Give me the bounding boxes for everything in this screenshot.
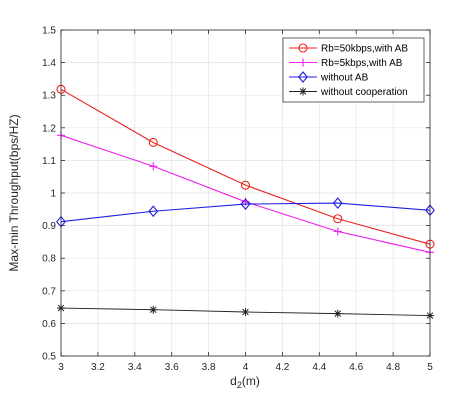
- x-tick-label: 4.6: [349, 362, 363, 373]
- x-tick-label: 3.2: [91, 362, 105, 373]
- legend-label: without AB: [320, 73, 369, 84]
- legend-entry: Rb=50kbps,with AB: [289, 43, 408, 55]
- legend-label: Rb=50kbps,with AB: [321, 44, 408, 55]
- x-tick-label: 4.2: [275, 362, 289, 373]
- legend-marker: [299, 87, 307, 96]
- y-tick-label: 0.9: [42, 221, 56, 232]
- data-point: [333, 309, 342, 318]
- x-tick-label: 3: [58, 362, 64, 373]
- data-point: [240, 180, 251, 190]
- x-axis-label: d2(m): [230, 374, 260, 390]
- data-point: [149, 305, 158, 314]
- data-point: [333, 214, 343, 224]
- data-point: [241, 307, 250, 316]
- legend-label: without cooperation: [320, 87, 408, 98]
- series-layer: [56, 84, 435, 320]
- y-tick-label: 1.3: [42, 91, 56, 102]
- legend-label: Rb=5kbps,with AB: [321, 58, 403, 69]
- x-tick-label: 4.4: [312, 362, 326, 373]
- y-tick-label: 0.5: [42, 352, 56, 363]
- y-tick-label: 0.8: [42, 254, 56, 265]
- series-line: [60, 202, 431, 223]
- y-tick-label: 1.1: [42, 156, 56, 167]
- legend-marker: [298, 43, 308, 53]
- y-tick-label: 0.7: [42, 286, 56, 297]
- x-axis-label-subscript: 2: [237, 380, 242, 390]
- data-point: [240, 198, 251, 210]
- data-point: [148, 137, 158, 148]
- axes: 3 3.2 3.4 3.6 3.8 4 4.2 4.4 4.6 4.8 5 0.5 0.6 0.7 0.8 0…: [42, 26, 433, 374]
- x-tick-label: 3.8: [202, 362, 216, 373]
- series-line: [60, 88, 431, 245]
- data-point: [332, 197, 343, 209]
- legend-entry: Rb=5kbps,with AB: [289, 58, 403, 69]
- x-tick-label: 3.4: [128, 362, 142, 373]
- x-axis-label-base: d: [230, 374, 237, 388]
- x-axis-label-unit: (m): [242, 374, 260, 388]
- legend-entry: without AB: [289, 71, 369, 84]
- y-tick-label: 0.6: [42, 319, 56, 330]
- data-point: [148, 205, 159, 218]
- legend-entry: without cooperation: [289, 87, 408, 98]
- y-tick-label: 1: [50, 189, 56, 200]
- legend: Rb=50kbps,with AB Rb=5kbps,with AB without…: [282, 37, 425, 103]
- x-tick-label: 4.8: [386, 362, 400, 373]
- y-tick-label: 1.4: [42, 58, 56, 69]
- y-axis-label: Max-min Throughput(bps/HZ): [7, 114, 21, 271]
- x-tick-label: 5: [427, 362, 433, 373]
- y-tick-label: 1.5: [42, 26, 56, 37]
- y-tick-label: 1.2: [42, 123, 56, 134]
- x-tick-label: 3.6: [165, 362, 179, 373]
- data-point: [333, 227, 342, 236]
- legend-marker: [299, 58, 307, 67]
- x-tick-label: 4: [243, 362, 249, 373]
- data-point: [149, 162, 158, 171]
- legend-marker: [298, 71, 308, 83]
